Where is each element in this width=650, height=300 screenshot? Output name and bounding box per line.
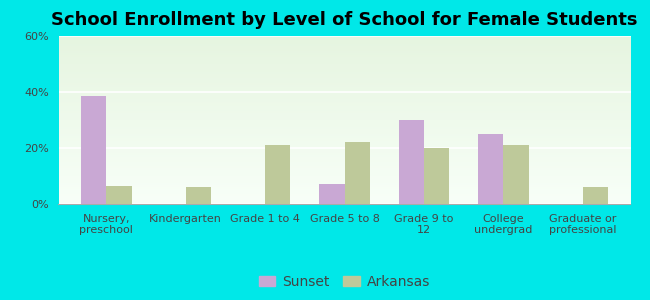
Bar (583, 187, 608, 204)
Title: School Enrollment by Level of School for Female Students: School Enrollment by Level of School for… (51, 11, 638, 29)
Bar (503, 145, 529, 204)
Bar (81, 96, 106, 204)
Legend: Sunset, Arkansas: Sunset, Arkansas (253, 269, 436, 295)
Bar (424, 148, 449, 204)
Bar (186, 187, 211, 204)
Bar (265, 145, 291, 204)
Bar (398, 120, 424, 204)
Bar (478, 134, 503, 204)
Bar (344, 142, 370, 204)
Bar (106, 186, 131, 204)
Bar (319, 184, 344, 204)
